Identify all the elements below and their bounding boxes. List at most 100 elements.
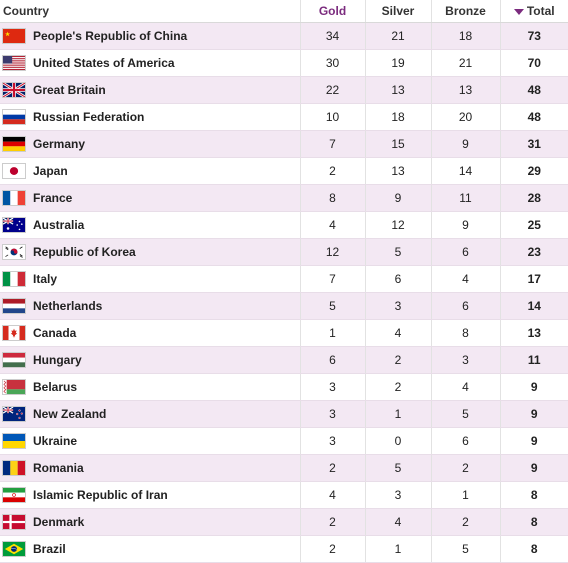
total-count: 28: [500, 184, 568, 212]
bronze-count: 8: [431, 319, 501, 347]
country-name[interactable]: France: [33, 191, 73, 205]
gold-count: 4: [300, 481, 366, 509]
uk-flag-icon: [2, 82, 26, 98]
france-flag-icon: [2, 190, 26, 206]
country-name[interactable]: Netherlands: [33, 299, 103, 313]
country-cell: Hungary: [0, 346, 301, 374]
column-header-total[interactable]: Total: [500, 0, 568, 23]
table-row[interactable]: Romania 2 5 2 9: [0, 454, 568, 482]
country-name[interactable]: Hungary: [33, 353, 82, 367]
bronze-count: 9: [431, 130, 501, 158]
silver-count: 13: [365, 157, 432, 185]
total-count: 8: [500, 508, 568, 536]
country-name[interactable]: Islamic Republic of Iran: [33, 488, 168, 502]
country-name[interactable]: People's Republic of China: [33, 29, 188, 43]
silver-count: 3: [365, 481, 432, 509]
table-row[interactable]: Italy 7 6 4 17: [0, 265, 568, 293]
silver-count: 4: [365, 319, 432, 347]
country-name[interactable]: Denmark: [33, 515, 85, 529]
country-name[interactable]: Germany: [33, 137, 86, 151]
country-cell: New Zealand: [0, 400, 301, 428]
total-count: 23: [500, 238, 568, 266]
country-cell: Republic of Korea: [0, 238, 301, 266]
table-row[interactable]: Hungary 6 2 3 11: [0, 346, 568, 374]
table-row[interactable]: Belarus 3 2 4 9: [0, 373, 568, 401]
total-count: 11: [500, 346, 568, 374]
bronze-count: 4: [431, 373, 501, 401]
country-name[interactable]: Ukraine: [33, 434, 78, 448]
country-cell: Islamic Republic of Iran: [0, 481, 301, 509]
column-header-silver[interactable]: Silver: [365, 0, 432, 23]
table-row[interactable]: New Zealand 3 1 5 9: [0, 400, 568, 428]
table-row[interactable]: United States of America 30 19 21 70: [0, 49, 568, 77]
brazil-flag-icon: [2, 541, 26, 557]
country-name[interactable]: Australia: [33, 218, 85, 232]
table-row[interactable]: Australia 4 12 9 25: [0, 211, 568, 239]
table-row[interactable]: France 8 9 11 28: [0, 184, 568, 212]
table-row[interactable]: Islamic Republic of Iran 4 3 1 8: [0, 481, 568, 509]
romania-flag-icon: [2, 460, 26, 476]
country-name[interactable]: Japan: [33, 164, 68, 178]
column-header-gold[interactable]: Gold: [300, 0, 366, 23]
total-count: 9: [500, 427, 568, 455]
country-name[interactable]: Brazil: [33, 542, 66, 556]
table-row[interactable]: Russian Federation 10 18 20 48: [0, 103, 568, 131]
country-cell: United States of America: [0, 49, 301, 77]
country-cell: Russian Federation: [0, 103, 301, 131]
australia-flag-icon: [2, 217, 26, 233]
new-zealand-flag-icon: [2, 406, 26, 422]
country-cell: Italy: [0, 265, 301, 293]
ukraine-flag-icon: [2, 433, 26, 449]
country-name[interactable]: United States of America: [33, 56, 175, 70]
table-row[interactable]: Great Britain 22 13 13 48: [0, 76, 568, 104]
table-row[interactable]: Brazil 2 1 5 8: [0, 535, 568, 563]
bronze-count: 4: [431, 265, 501, 293]
gold-count: 4: [300, 211, 366, 239]
table-row[interactable]: Ukraine 3 0 6 9: [0, 427, 568, 455]
header-row: Country Gold Silver Bronze Total: [0, 0, 568, 23]
country-name[interactable]: New Zealand: [33, 407, 107, 421]
usa-flag-icon: [2, 55, 26, 71]
china-flag-icon: [2, 28, 26, 44]
bronze-count: 5: [431, 400, 501, 428]
country-name[interactable]: Republic of Korea: [33, 245, 136, 259]
gold-count: 30: [300, 49, 366, 77]
country-name[interactable]: Great Britain: [33, 83, 106, 97]
germany-flag-icon: [2, 136, 26, 152]
country-cell: Great Britain: [0, 76, 301, 104]
country-cell: Australia: [0, 211, 301, 239]
table-row[interactable]: People's Republic of China 34 21 18 73: [0, 22, 568, 50]
country-name[interactable]: Romania: [33, 461, 84, 475]
bronze-count: 6: [431, 427, 501, 455]
silver-count: 5: [365, 454, 432, 482]
gold-count: 2: [300, 508, 366, 536]
gold-count: 2: [300, 157, 366, 185]
column-header-country[interactable]: Country: [0, 0, 301, 23]
column-header-bronze[interactable]: Bronze: [431, 0, 501, 23]
table-row[interactable]: Canada 1 4 8 13: [0, 319, 568, 347]
sort-descending-icon: [513, 8, 524, 15]
total-count: 8: [500, 481, 568, 509]
bronze-count: 6: [431, 292, 501, 320]
total-count: 13: [500, 319, 568, 347]
bronze-count: 14: [431, 157, 501, 185]
silver-count: 6: [365, 265, 432, 293]
total-count: 25: [500, 211, 568, 239]
country-cell: People's Republic of China: [0, 22, 301, 50]
silver-count: 13: [365, 76, 432, 104]
table-row[interactable]: Germany 7 15 9 31: [0, 130, 568, 158]
bronze-count: 2: [431, 454, 501, 482]
silver-count: 4: [365, 508, 432, 536]
country-name[interactable]: Russian Federation: [33, 110, 145, 124]
country-name[interactable]: Belarus: [33, 380, 78, 394]
table-row[interactable]: Netherlands 5 3 6 14: [0, 292, 568, 320]
country-cell: France: [0, 184, 301, 212]
country-name[interactable]: Italy: [33, 272, 58, 286]
country-name[interactable]: Canada: [33, 326, 77, 340]
russia-flag-icon: [2, 109, 26, 125]
table-row[interactable]: Republic of Korea 12 5 6 23: [0, 238, 568, 266]
table-row[interactable]: Japan 2 13 14 29: [0, 157, 568, 185]
silver-count: 3: [365, 292, 432, 320]
table-row[interactable]: Denmark 2 4 2 8: [0, 508, 568, 536]
